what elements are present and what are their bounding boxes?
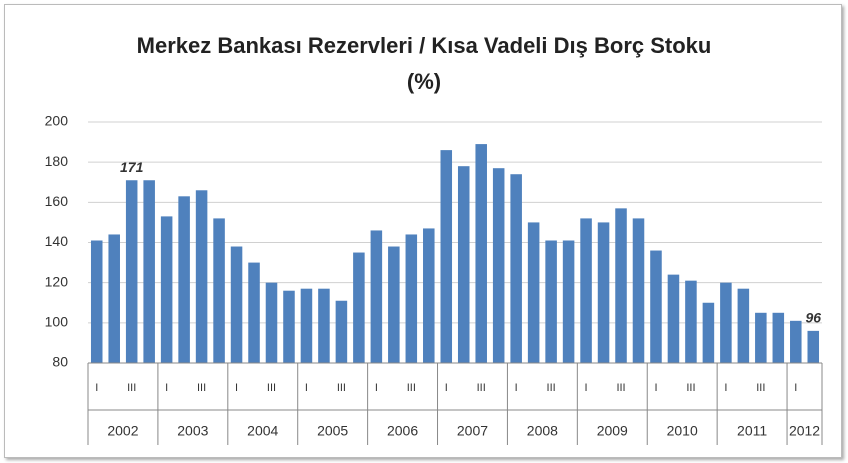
bar bbox=[90, 240, 103, 363]
x-tick-label: III bbox=[616, 382, 625, 394]
group-label: 2012 bbox=[789, 423, 820, 439]
bar bbox=[283, 290, 295, 363]
x-tick-label: III bbox=[197, 382, 206, 394]
bar bbox=[545, 240, 557, 363]
bar bbox=[667, 274, 680, 363]
bar bbox=[492, 168, 505, 363]
x-tick-label: III bbox=[547, 382, 556, 394]
group-label: 2006 bbox=[387, 423, 418, 439]
y-tick-label: 200 bbox=[45, 113, 69, 129]
bar bbox=[685, 280, 697, 363]
bar bbox=[213, 218, 225, 363]
y-tick-label: 180 bbox=[45, 153, 69, 169]
bar bbox=[720, 282, 732, 363]
bar bbox=[790, 320, 802, 363]
data-label: 96 bbox=[805, 310, 821, 326]
bar bbox=[510, 174, 522, 363]
x-tick-label: I bbox=[654, 382, 657, 394]
bar bbox=[772, 312, 785, 363]
group-label: 2005 bbox=[317, 423, 348, 439]
group-label: 2002 bbox=[107, 423, 138, 439]
chart-frame bbox=[4, 4, 842, 458]
bar bbox=[370, 230, 383, 363]
group-label: 2003 bbox=[177, 423, 208, 439]
x-tick-label: I bbox=[235, 382, 238, 394]
bar bbox=[562, 240, 575, 363]
group-label: 2007 bbox=[457, 423, 488, 439]
x-tick-label: III bbox=[127, 382, 136, 394]
bar bbox=[737, 288, 750, 363]
bar bbox=[702, 302, 715, 363]
y-tick-label: 80 bbox=[52, 354, 68, 370]
bar bbox=[423, 228, 435, 363]
y-tick-label: 160 bbox=[45, 193, 69, 209]
bar bbox=[597, 222, 610, 363]
x-tick-label: I bbox=[794, 382, 797, 394]
x-tick-label: III bbox=[267, 382, 276, 394]
bar bbox=[388, 246, 400, 363]
bar bbox=[195, 190, 208, 363]
x-tick-label: III bbox=[756, 382, 765, 394]
x-tick-label: III bbox=[686, 382, 695, 394]
x-tick-label: I bbox=[95, 382, 98, 394]
bar bbox=[265, 282, 278, 363]
bar bbox=[178, 196, 190, 363]
x-tick-label: I bbox=[515, 382, 518, 394]
x-tick-label: I bbox=[165, 382, 168, 394]
bar bbox=[143, 180, 155, 363]
bar bbox=[405, 234, 418, 363]
bar bbox=[230, 246, 243, 363]
bar bbox=[108, 234, 120, 363]
bar bbox=[125, 180, 138, 363]
bar bbox=[475, 144, 487, 363]
x-tick-label: III bbox=[337, 382, 346, 394]
bar bbox=[248, 262, 260, 363]
bar bbox=[335, 300, 348, 363]
group-label: 2009 bbox=[597, 423, 628, 439]
y-tick-label: 100 bbox=[45, 314, 69, 330]
data-label: 171 bbox=[120, 159, 144, 175]
bar bbox=[807, 330, 820, 363]
x-tick-label: I bbox=[585, 382, 588, 394]
group-label: 2004 bbox=[247, 423, 278, 439]
bar bbox=[160, 216, 173, 363]
chart-title: Merkez Bankası Rezervleri / Kısa Vadeli … bbox=[136, 33, 712, 94]
bar bbox=[755, 312, 767, 363]
bar bbox=[318, 288, 330, 363]
bar bbox=[632, 218, 645, 363]
x-tick-label: I bbox=[375, 382, 378, 394]
group-label: 2011 bbox=[737, 423, 767, 439]
x-tick-label: I bbox=[305, 382, 308, 394]
bar bbox=[457, 166, 470, 363]
y-tick-label: 120 bbox=[45, 273, 69, 289]
bar bbox=[353, 252, 365, 363]
y-tick-label: 140 bbox=[45, 233, 69, 249]
bar bbox=[580, 218, 592, 363]
bar bbox=[615, 208, 627, 363]
x-tick-label: III bbox=[477, 382, 486, 394]
bar bbox=[300, 288, 313, 363]
bar bbox=[527, 222, 540, 363]
bar bbox=[650, 250, 662, 363]
x-tick-label: I bbox=[445, 382, 448, 394]
bar bbox=[440, 150, 453, 363]
group-label: 2008 bbox=[527, 423, 558, 439]
group-label: 2010 bbox=[667, 423, 698, 439]
x-tick-label: III bbox=[407, 382, 416, 394]
x-tick-label: I bbox=[724, 382, 727, 394]
